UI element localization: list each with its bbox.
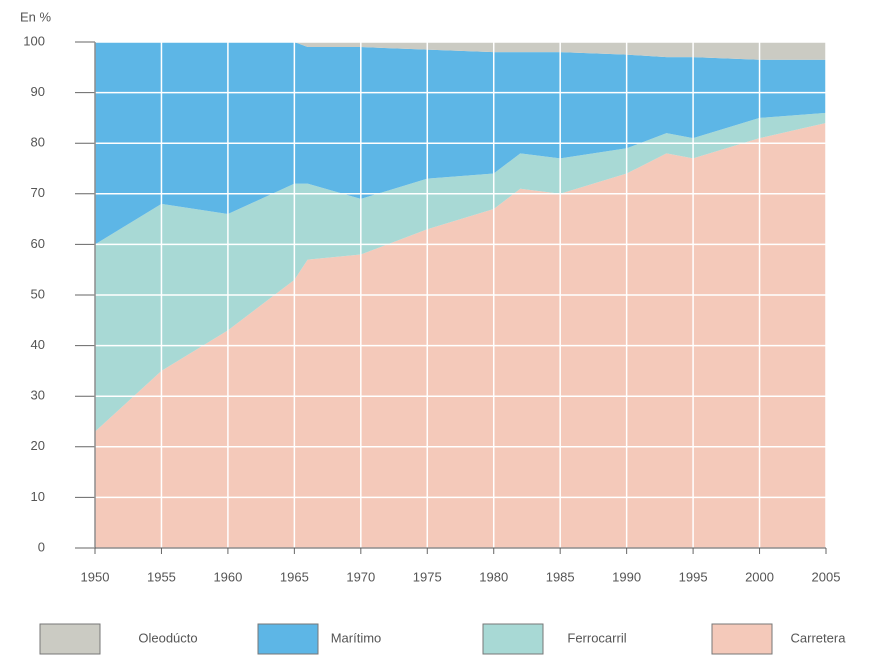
x-tick-label: 1950 [81,569,110,584]
x-tick-label: 1960 [213,569,242,584]
x-tick-label: 1965 [280,569,309,584]
y-tick-label: 30 [31,388,45,403]
area [95,122,826,549]
y-tick-label: 70 [31,185,45,200]
x-tick-label: 1970 [346,569,375,584]
y-tick-label: 10 [31,489,45,504]
legend-label: Oleodúcto [138,630,197,645]
x-tick-label: 2000 [745,569,774,584]
y-tick-label: 40 [31,337,45,352]
legend-swatch [257,623,319,655]
x-tick-label: 1990 [612,569,641,584]
y-tick-label: 0 [38,539,45,554]
y-tick-label: 50 [31,286,45,301]
area [95,42,826,60]
y-tick-label: 20 [31,438,45,453]
y-tick-label: 60 [31,236,45,251]
y-axis-label: En % [20,9,52,24]
x-tick-label: 1955 [147,569,176,584]
x-tick-label: 1995 [679,569,708,584]
legend-label: Carretera [791,630,847,645]
legend-label: Marítimo [331,630,382,645]
x-tick-label: 1975 [413,569,442,584]
legend-swatch [482,623,544,655]
y-tick-label: 80 [31,135,45,150]
y-tick-label: 90 [31,84,45,99]
legend-label: Ferrocarril [567,630,626,645]
x-tick-label: 2005 [812,569,841,584]
x-tick-label: 1985 [546,569,575,584]
x-tick-label: 1980 [479,569,508,584]
legend-swatch [711,623,773,655]
y-tick-label: 100 [23,33,45,48]
area [95,112,826,432]
legend-swatch [39,623,101,655]
